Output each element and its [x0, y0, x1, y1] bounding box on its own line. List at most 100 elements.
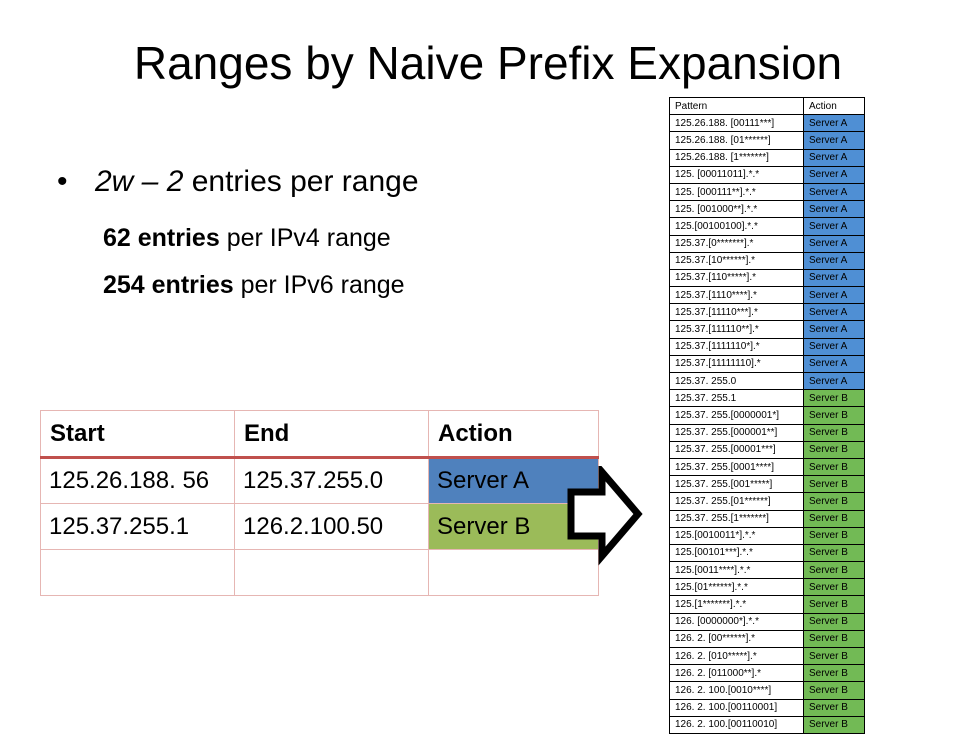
- start-cell: 125.37.255.1: [40, 503, 235, 550]
- table-row: 125.26.188. [1*******] Server A: [669, 148, 865, 167]
- action-cell: Server A: [803, 286, 865, 305]
- action-cell: Server B: [803, 526, 865, 545]
- pattern-cell: 125.37.[1110****].*: [669, 286, 804, 305]
- pattern-cell: 125.26.188. [00111***]: [669, 114, 804, 133]
- header-action: Action: [803, 96, 865, 116]
- table-row: 125. [00011011].*.* Server A: [669, 165, 865, 184]
- pattern-cell: 125.37. 255.[0001****]: [669, 457, 804, 477]
- header-pattern: Pattern: [669, 96, 804, 116]
- pattern-cell: 126. [0000000*].*.*: [669, 612, 804, 631]
- pattern-cell: 125.37.[11111110].*: [669, 354, 804, 374]
- end-cell: 125.37.255.0: [234, 457, 429, 504]
- bullet-main-text: entries per range: [183, 165, 419, 198]
- action-cell: Server B: [803, 389, 865, 408]
- pattern-cell: 126. 2. 100.[00110010]: [669, 715, 804, 734]
- action-cell: Server B: [803, 457, 865, 477]
- pattern-cell: 125.37. 255.[0000001*]: [669, 406, 804, 425]
- action-cell: Server B: [803, 698, 865, 717]
- action-cell: Server B: [803, 681, 865, 700]
- table-row: 125.26.188. 56 125.37.255.0 Server A: [40, 457, 599, 504]
- table-row: 126. 2. 100.[00110001] Server B: [669, 698, 865, 717]
- pattern-cell: 125.[00101***].*.*: [669, 543, 804, 563]
- pattern-cell: 126. 2. [00******].*: [669, 629, 804, 649]
- pattern-cell: 125.26.188. [1*******]: [669, 148, 804, 167]
- range-table-header: Start End Action: [40, 410, 599, 459]
- pattern-cell: 125.37.[111110**].*: [669, 320, 804, 339]
- pattern-cell: 125.37.[10******].*: [669, 251, 804, 270]
- bullet-list: • 2w – 2 entries per range 62 entries per…: [57, 163, 419, 300]
- table-row: 125. [000111**].*.* Server A: [669, 182, 865, 202]
- action-cell: Server A: [803, 131, 865, 150]
- pattern-cell: 125.37. 255.[1*******]: [669, 509, 804, 528]
- pattern-cell: 125.37. 255.0: [669, 371, 804, 391]
- table-row: 125.37. 255.[0000001*] Server B: [669, 406, 865, 425]
- action-cell: Server B: [803, 440, 865, 459]
- table-row: 125.37. 255.[000001**] Server B: [669, 423, 865, 442]
- formula-text: 2w – 2: [95, 165, 184, 198]
- table-row: 125.37.[1111110*].* Server A: [669, 337, 865, 356]
- action-cell: Server B: [803, 578, 865, 597]
- pattern-cell: 125.37. 255.[000001**]: [669, 423, 804, 442]
- pattern-cell: 125.[0011****].*.*: [669, 561, 804, 580]
- table-row: 126. [0000000*].*.* Server B: [669, 612, 865, 631]
- pattern-cell: 125.37. 255.1: [669, 389, 804, 408]
- action-cell: Server B: [803, 595, 865, 614]
- table-row: 125.37.[0*******].* Server A: [669, 234, 865, 253]
- pattern-cell: 125.37.[11110***].*: [669, 303, 804, 322]
- action-cell: Server A: [803, 148, 865, 167]
- slide-title: Ranges by Naive Prefix Expansion: [133, 37, 843, 89]
- pattern-cell: 125.[0010011*].*.*: [669, 526, 804, 545]
- pattern-cell: 125.37. 255.[01******]: [669, 492, 804, 511]
- ipv6-text: per IPv6 range: [233, 271, 405, 299]
- table-row: 126. 2. 100.[0010****] Server B: [669, 681, 865, 700]
- table-row: 125.26.188. [00111***] Server A: [669, 114, 865, 133]
- action-cell: Server A: [803, 371, 865, 391]
- action-cell: Server B: [803, 406, 865, 425]
- action-cell: Server A: [803, 234, 865, 253]
- action-cell: Server A: [803, 320, 865, 339]
- table-row: 125.37. 255.[0001****] Server B: [669, 457, 865, 477]
- table-row: 126. 2. 100.[00110010] Server B: [669, 715, 865, 734]
- action-cell: Server B: [803, 646, 865, 666]
- bullet-sub-ipv6: 254 entries per IPv6 range: [103, 270, 419, 300]
- table-row: 125.37.[110*****].* Server A: [669, 268, 865, 288]
- ipv4-count: 62 entries: [103, 224, 220, 252]
- table-row: 125.[0011****].*.* Server B: [669, 561, 865, 580]
- action-cell: Server A: [803, 354, 865, 374]
- pattern-cell: 125.37.[0*******].*: [669, 234, 804, 253]
- action-cell: Server B: [803, 475, 865, 494]
- table-row: 125.37.[10******].* Server A: [669, 251, 865, 270]
- action-cell: Server B: [803, 561, 865, 580]
- table-row: 126. 2. [00******].* Server B: [669, 629, 865, 649]
- action-cell: Server B: [803, 509, 865, 528]
- pattern-cell: 125.[00100100].*.*: [669, 217, 804, 236]
- pattern-table: Pattern Action 125.26.188. [00111***] Ser…: [669, 96, 865, 734]
- table-row: 125.37. 255.[1*******] Server B: [669, 509, 865, 528]
- pattern-cell: 125.37. 255.[00001***]: [669, 440, 804, 459]
- table-row: 125.37.[11111110].* Server A: [669, 354, 865, 374]
- action-cell: Server A: [428, 457, 599, 504]
- pattern-cell: 126. 2. [010*****].*: [669, 646, 804, 666]
- ipv4-text: per IPv4 range: [219, 224, 391, 252]
- pattern-cell: 125.37. 255.[001*****]: [669, 475, 804, 494]
- ipv6-count: 254 entries: [103, 271, 234, 299]
- action-cell: Server A: [803, 251, 865, 270]
- bullet-main: • 2w – 2 entries per range: [57, 163, 419, 201]
- right-arrow-icon: [567, 466, 643, 566]
- pattern-cell: 125.[1*******].*.*: [669, 595, 804, 614]
- action-cell: Server A: [803, 165, 865, 184]
- pattern-cell: 126. 2. 100.[0010****]: [669, 681, 804, 700]
- bullet-sub-ipv4: 62 entries per IPv4 range: [103, 223, 419, 253]
- table-row: 125.[00100100].*.* Server A: [669, 217, 865, 236]
- start-cell: [40, 549, 235, 596]
- table-row: 125.37.[111110**].* Server A: [669, 320, 865, 339]
- pattern-cell: 125. [001000**].*.*: [669, 200, 804, 219]
- table-row: 125.37.[1110****].* Server A: [669, 286, 865, 305]
- action-cell: Server A: [803, 337, 865, 356]
- bullet-dot-icon: •: [57, 165, 68, 198]
- table-row: 126. 2. [010*****].* Server B: [669, 646, 865, 666]
- table-row: 126. 2. [011000**].* Server B: [669, 664, 865, 683]
- table-row: 125.[0010011*].*.* Server B: [669, 526, 865, 545]
- pattern-cell: 125.37.[1111110*].*: [669, 337, 804, 356]
- action-cell: Server A: [803, 268, 865, 288]
